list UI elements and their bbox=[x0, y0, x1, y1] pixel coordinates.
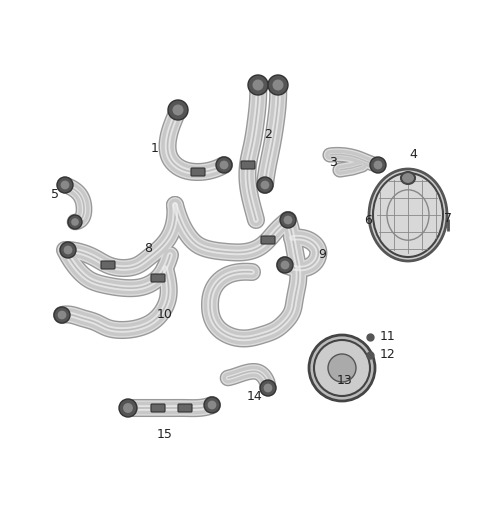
Ellipse shape bbox=[373, 173, 443, 257]
FancyBboxPatch shape bbox=[151, 404, 165, 412]
Circle shape bbox=[314, 340, 370, 396]
Circle shape bbox=[257, 177, 273, 193]
FancyBboxPatch shape bbox=[178, 404, 192, 412]
FancyBboxPatch shape bbox=[101, 261, 115, 269]
Text: 7: 7 bbox=[444, 211, 452, 224]
Circle shape bbox=[58, 311, 66, 319]
Circle shape bbox=[71, 218, 79, 226]
Circle shape bbox=[260, 380, 276, 396]
Circle shape bbox=[168, 100, 188, 120]
Circle shape bbox=[54, 307, 70, 323]
Circle shape bbox=[204, 397, 220, 413]
Circle shape bbox=[219, 161, 228, 169]
Circle shape bbox=[373, 161, 383, 169]
FancyBboxPatch shape bbox=[241, 161, 255, 169]
FancyBboxPatch shape bbox=[261, 236, 275, 244]
Circle shape bbox=[264, 383, 272, 392]
Text: 9: 9 bbox=[318, 248, 326, 262]
Text: 1: 1 bbox=[151, 141, 159, 155]
Text: 6: 6 bbox=[364, 214, 372, 226]
Text: 2: 2 bbox=[264, 129, 272, 141]
Circle shape bbox=[309, 335, 375, 401]
Circle shape bbox=[248, 75, 268, 95]
Circle shape bbox=[119, 399, 137, 417]
Ellipse shape bbox=[369, 169, 447, 261]
Text: 3: 3 bbox=[329, 157, 337, 169]
Text: 4: 4 bbox=[409, 148, 417, 161]
Ellipse shape bbox=[401, 172, 415, 184]
Text: 15: 15 bbox=[157, 429, 173, 441]
Text: 12: 12 bbox=[380, 349, 396, 361]
Circle shape bbox=[123, 403, 133, 413]
Circle shape bbox=[370, 157, 386, 173]
Circle shape bbox=[216, 157, 232, 173]
Circle shape bbox=[68, 215, 82, 229]
Text: 14: 14 bbox=[247, 391, 263, 403]
Circle shape bbox=[284, 216, 292, 224]
Circle shape bbox=[57, 177, 73, 193]
Text: 8: 8 bbox=[144, 242, 152, 254]
Text: 10: 10 bbox=[157, 309, 173, 322]
FancyBboxPatch shape bbox=[191, 168, 205, 176]
FancyBboxPatch shape bbox=[151, 274, 165, 282]
Text: 5: 5 bbox=[51, 188, 59, 202]
Text: 11: 11 bbox=[380, 331, 396, 344]
Circle shape bbox=[277, 257, 293, 273]
Circle shape bbox=[60, 242, 76, 258]
Circle shape bbox=[63, 246, 72, 254]
Text: 13: 13 bbox=[337, 373, 353, 387]
Circle shape bbox=[60, 181, 70, 189]
Circle shape bbox=[268, 75, 288, 95]
Circle shape bbox=[280, 212, 296, 228]
Circle shape bbox=[273, 79, 284, 91]
Circle shape bbox=[261, 181, 269, 189]
Circle shape bbox=[328, 354, 356, 382]
Circle shape bbox=[207, 400, 216, 410]
Circle shape bbox=[172, 104, 183, 116]
Circle shape bbox=[252, 79, 264, 91]
Circle shape bbox=[281, 261, 289, 269]
